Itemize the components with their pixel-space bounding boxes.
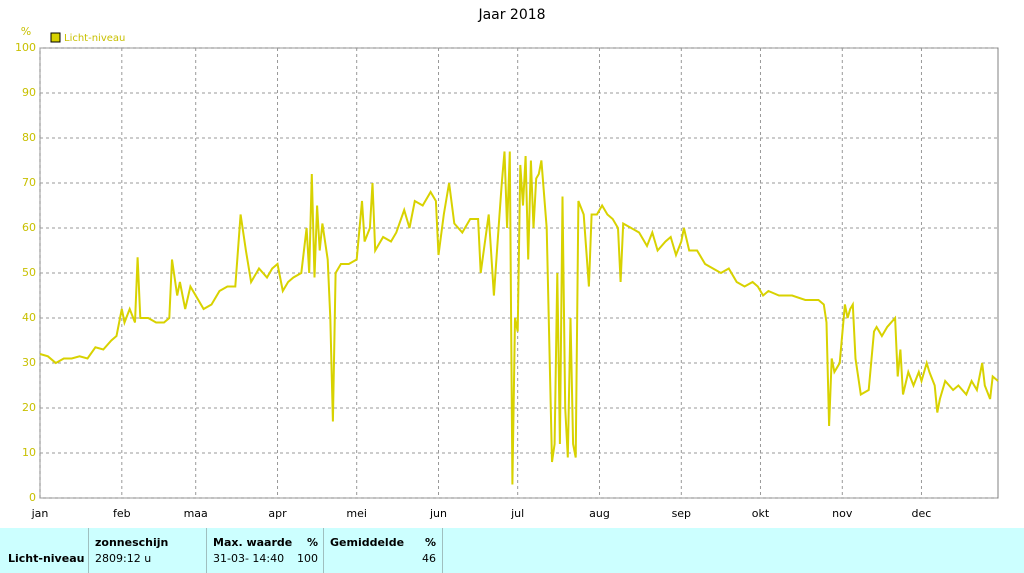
x-tick-label: feb: [113, 507, 131, 520]
x-tick-label: mei: [346, 507, 367, 520]
data-line: [39, 151, 999, 485]
x-tick-label: aug: [589, 507, 610, 520]
col-value: 2809:12 u: [95, 552, 152, 565]
table-col: Gemiddelde % 46: [323, 528, 443, 573]
x-tick-label: apr: [268, 507, 287, 520]
y-tick-label: 0: [29, 491, 36, 504]
y-tick-label: 50: [22, 266, 36, 279]
x-tick-label: jan: [31, 507, 49, 520]
col-header: Max. waarde: [213, 536, 293, 549]
x-tick-label: dec: [912, 507, 932, 520]
col-header: zonneschijn: [95, 536, 169, 549]
col-header: Gemiddelde: [330, 536, 405, 549]
summary-table: Licht-niveau zonneschijn 2809:12 u Max. …: [0, 528, 1024, 573]
y-tick-label: 80: [22, 131, 36, 144]
y-tick-label: 20: [22, 401, 36, 414]
y-tick-label: 90: [22, 86, 36, 99]
x-tick-label: maa: [184, 507, 208, 520]
y-tick-label: 10: [22, 446, 36, 459]
col-unit: %: [424, 536, 436, 549]
legend-label: Licht-niveau: [64, 33, 125, 44]
table-col: zonneschijn 2809:12 u: [88, 528, 207, 573]
y-tick-label: 60: [22, 221, 36, 234]
y-tick-label: 70: [22, 176, 36, 189]
col-unit: %: [306, 536, 318, 549]
y-tick-label: 100: [15, 41, 36, 54]
chart-title: Jaar 2018: [477, 7, 545, 23]
col-number: 100: [297, 552, 318, 565]
chart: Jaar 2018 % Licht-niveau 0 10 20 30 40 50 60 70…: [15, 7, 999, 520]
x-tick-label: okt: [752, 507, 770, 520]
x-tick-label: nov: [832, 507, 853, 520]
y-tick-label: 40: [22, 311, 36, 324]
col-number: 46: [422, 552, 436, 565]
x-tick-label: jul: [510, 507, 524, 520]
y-unit: %: [21, 25, 31, 38]
col-value: 31-03- 14:40: [213, 552, 285, 565]
row-label: Licht-niveau: [8, 552, 85, 565]
x-tick-label: jun: [429, 507, 447, 520]
x-tick-label: sep: [672, 507, 691, 520]
table-col: Max. waarde % 31-03- 14:40 100: [206, 528, 324, 573]
y-tick-label: 30: [22, 356, 36, 369]
legend-swatch: [50, 32, 61, 43]
